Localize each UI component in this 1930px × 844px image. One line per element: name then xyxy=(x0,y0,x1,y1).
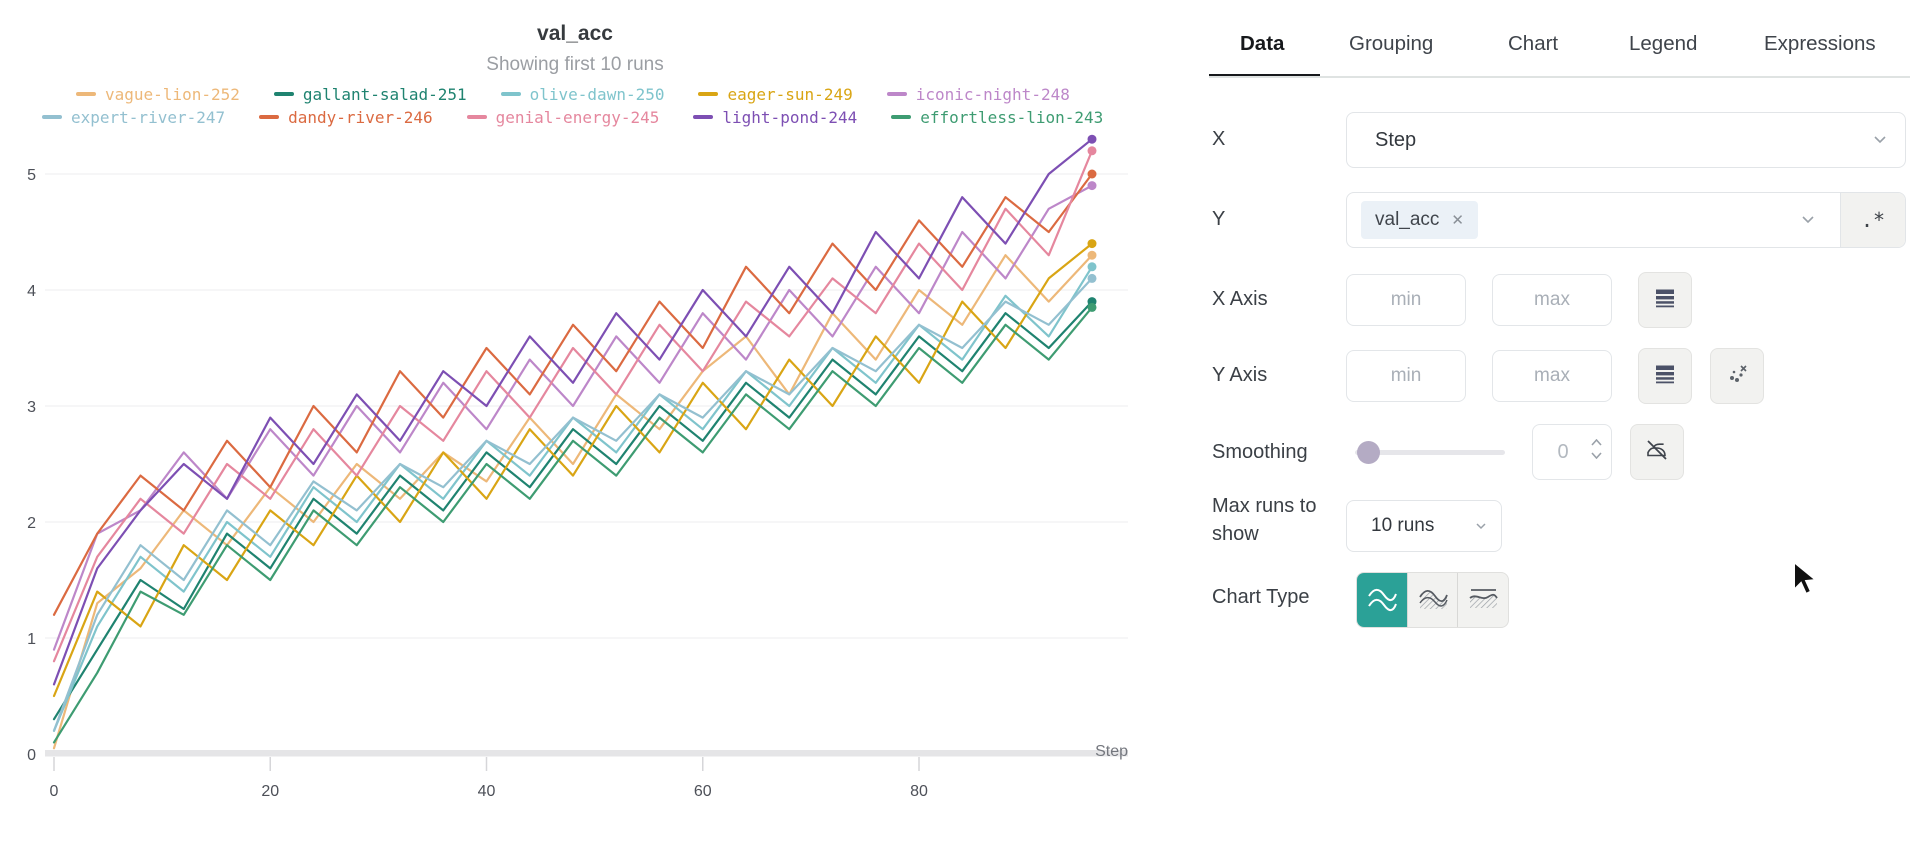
log-scale-icon xyxy=(1653,362,1677,391)
x-value-select[interactable]: Step xyxy=(1346,112,1906,168)
x-axis-label: X Axis xyxy=(1212,288,1268,310)
legend-item[interactable]: vague-lion-252 xyxy=(76,85,240,104)
chart-type-button-group xyxy=(1356,572,1509,628)
legend-run-name: gallant-salad-251 xyxy=(302,84,467,104)
legend-item[interactable]: light-pond-244 xyxy=(693,108,857,127)
area-plot-icon xyxy=(1416,583,1450,618)
tab-chart[interactable]: Chart xyxy=(1508,32,1559,55)
y-axis-max-input[interactable] xyxy=(1492,350,1612,402)
ignore-outliers-button[interactable] xyxy=(1710,348,1764,404)
chevron-down-icon xyxy=(1801,211,1815,229)
max-runs-value: 10 runs xyxy=(1371,515,1435,536)
y-field-label: Y xyxy=(1212,208,1226,230)
y-metric-multiselect[interactable]: val_acc ✕ .* xyxy=(1346,192,1906,248)
outliers-icon xyxy=(1724,361,1750,392)
log-scale-icon xyxy=(1653,286,1677,315)
legend-swatch xyxy=(891,115,912,119)
svg-text:40: 40 xyxy=(478,783,496,800)
x-axis-max-input[interactable] xyxy=(1492,274,1612,326)
legend-run-name: effortless-lion-243 xyxy=(920,107,1104,127)
chevron-down-icon xyxy=(1873,131,1887,149)
legend-item[interactable]: effortless-lion-243 xyxy=(891,108,1103,127)
legend-run-name: dandy-river-246 xyxy=(288,107,433,127)
y-metric-tag: val_acc ✕ xyxy=(1361,201,1478,239)
tabs-divider xyxy=(1209,76,1910,78)
legend-swatch xyxy=(698,92,719,96)
legend-item[interactable]: eager-sun-249 xyxy=(698,84,853,104)
smoothing-value-input[interactable] xyxy=(1533,425,1593,480)
smoothing-label: Smoothing xyxy=(1212,441,1308,463)
chart-type-line-button[interactable] xyxy=(1357,573,1408,627)
line-plot-icon xyxy=(1365,583,1399,618)
legend-item[interactable]: olive-dawn-250 xyxy=(500,84,665,104)
tab-data[interactable]: Data xyxy=(1240,32,1285,55)
legend-swatch xyxy=(42,115,62,119)
svg-text:20: 20 xyxy=(261,783,279,800)
legend-run-name: iconic-night-248 xyxy=(915,84,1070,104)
chart-type-minmax-button[interactable] xyxy=(1458,573,1508,627)
legend-item[interactable]: genial-energy-245 xyxy=(466,107,660,127)
svg-text:3: 3 xyxy=(27,399,36,416)
iron-slash-icon xyxy=(1644,437,1670,468)
chart-title: val_acc xyxy=(537,22,613,45)
chart-type-area-button[interactable] xyxy=(1408,573,1459,627)
x-field-label: X xyxy=(1212,128,1226,150)
chart-type-label: Chart Type xyxy=(1212,586,1310,608)
legend-run-name: eager-sun-249 xyxy=(727,84,853,104)
mouse-cursor xyxy=(1793,560,1819,596)
chevron-down-icon xyxy=(1475,517,1487,535)
chart-legend-row-2: expert-river-247 dandy-river-246 genial-en… xyxy=(42,107,1103,127)
x-axis-min-input[interactable] xyxy=(1346,274,1466,326)
chart-subtitle: Showing first 10 runs xyxy=(486,54,664,75)
svg-text:60: 60 xyxy=(694,783,712,800)
legend-run-name: light-pond-244 xyxy=(722,107,858,127)
chart-panel: val_acc Showing first 10 runs vague-lion… xyxy=(27,22,1128,800)
svg-text:4: 4 xyxy=(27,283,36,300)
max-runs-select[interactable]: 10 runs xyxy=(1346,500,1502,552)
y-metric-tag-label: val_acc xyxy=(1375,209,1440,230)
legend-swatch xyxy=(466,115,487,119)
legend-swatch xyxy=(500,92,521,96)
legend-item[interactable]: expert-river-247 xyxy=(42,108,225,127)
svg-text:0: 0 xyxy=(50,783,59,800)
legend-swatch xyxy=(76,92,96,96)
legend-item[interactable]: iconic-night-248 xyxy=(886,84,1070,104)
smoothing-value-spinner[interactable] xyxy=(1532,424,1612,480)
legend-swatch xyxy=(259,115,280,119)
smoothing-slider-thumb[interactable] xyxy=(1357,441,1380,464)
svg-text:1: 1 xyxy=(27,631,36,648)
tab-expressions[interactable]: Expressions xyxy=(1764,32,1876,55)
x-selected-value: Step xyxy=(1375,128,1417,151)
svg-text:0: 0 xyxy=(27,747,36,764)
svg-text:Step: Step xyxy=(1095,743,1128,760)
legend-item[interactable]: gallant-salad-251 xyxy=(273,84,467,104)
legend-swatch xyxy=(273,92,294,96)
legend-item[interactable]: dandy-river-246 xyxy=(259,108,433,127)
legend-run-name: expert-river-247 xyxy=(71,107,226,127)
svg-text:2: 2 xyxy=(27,515,36,532)
disable-smoothing-button[interactable] xyxy=(1630,424,1684,480)
remove-metric-icon[interactable]: ✕ xyxy=(1451,212,1464,229)
chart-legend-row-1: vague-lion-252 gallant-salad-251 olive-daw… xyxy=(76,84,1070,104)
regex-toggle-button[interactable]: .* xyxy=(1840,193,1905,247)
legend-swatch xyxy=(693,115,714,119)
y-axis-log-scale-button[interactable] xyxy=(1638,348,1692,404)
spinner-arrows-icon[interactable] xyxy=(1591,439,1602,459)
legend-swatch xyxy=(886,92,907,96)
tab-grouping[interactable]: Grouping xyxy=(1349,32,1434,55)
max-runs-label: Max runs to show xyxy=(1212,495,1317,545)
line-chart: 0 1 2 3 4 5 0 20 40 60 80 Step xyxy=(27,134,1128,800)
x-axis-log-scale-button[interactable] xyxy=(1638,272,1692,328)
y-axis-label: Y Axis xyxy=(1212,364,1268,386)
y-axis-min-input[interactable] xyxy=(1346,350,1466,402)
smoothing-slider-track[interactable] xyxy=(1355,450,1505,455)
legend-run-name: olive-dawn-250 xyxy=(529,84,665,104)
svg-text:5: 5 xyxy=(27,167,36,184)
svg-text:80: 80 xyxy=(910,783,928,800)
tab-legend[interactable]: Legend xyxy=(1629,32,1698,55)
legend-run-name: genial-energy-245 xyxy=(495,107,660,127)
legend-run-name: vague-lion-252 xyxy=(105,84,240,104)
minmax-band-icon xyxy=(1466,583,1500,618)
